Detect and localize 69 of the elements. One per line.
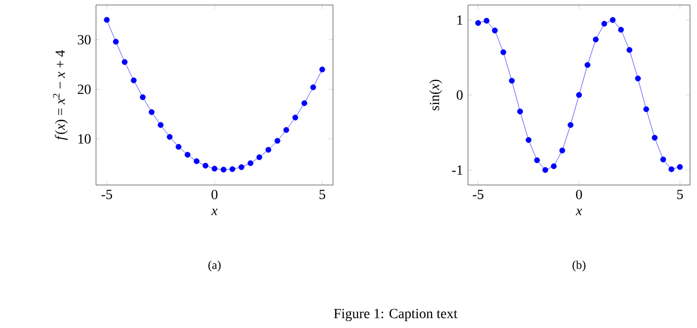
point xyxy=(220,166,226,173)
x-axis-title: x xyxy=(211,208,218,216)
y-axis-title: sin(x) xyxy=(429,80,442,110)
point xyxy=(292,114,298,120)
point xyxy=(319,66,326,72)
y-tick-label: 10 xyxy=(78,134,91,144)
x-tick-label: -5 xyxy=(101,190,112,200)
point xyxy=(484,18,490,24)
point xyxy=(618,26,624,33)
point xyxy=(534,157,540,164)
point xyxy=(601,20,608,27)
point xyxy=(652,134,658,141)
x-axis-title: x xyxy=(576,208,582,216)
y-tick-label: 1 xyxy=(457,15,462,25)
point xyxy=(230,166,236,172)
point xyxy=(194,158,200,164)
point xyxy=(568,122,574,128)
point xyxy=(668,166,674,172)
point xyxy=(517,108,523,114)
point xyxy=(104,16,110,23)
point xyxy=(130,77,137,84)
point xyxy=(166,134,173,140)
x-tick-label: -5 xyxy=(472,190,484,200)
point xyxy=(610,17,616,23)
point xyxy=(500,49,506,56)
text: (a) xyxy=(208,260,221,272)
point xyxy=(576,92,582,98)
x-tick-label: 0 xyxy=(212,190,218,200)
point xyxy=(265,146,272,153)
y-tick-label: 0 xyxy=(456,90,463,100)
point xyxy=(559,148,566,154)
point xyxy=(626,47,632,53)
point xyxy=(542,167,548,173)
point xyxy=(677,164,683,170)
point xyxy=(184,152,190,158)
y-tick-label: 20 xyxy=(78,84,91,94)
text: f(x) = x$^{2}$ − x + 4 xyxy=(53,50,68,140)
point xyxy=(112,38,119,45)
point xyxy=(274,138,280,144)
point xyxy=(508,78,515,84)
point xyxy=(660,156,666,162)
x-tick-label: 5 xyxy=(677,190,683,200)
point xyxy=(158,122,164,128)
point xyxy=(550,163,557,170)
text: (b) xyxy=(572,260,586,272)
point xyxy=(526,137,532,143)
caption: Figure 1: Caption text xyxy=(334,308,458,322)
point xyxy=(212,166,218,172)
point xyxy=(248,160,254,166)
point xyxy=(256,154,262,160)
point xyxy=(301,100,308,106)
point xyxy=(492,28,498,34)
point xyxy=(310,84,316,90)
y-tick-label: -1 xyxy=(452,165,462,175)
point xyxy=(475,20,481,26)
point xyxy=(283,127,290,133)
point xyxy=(148,109,154,115)
point xyxy=(238,164,244,170)
point xyxy=(140,94,146,100)
point xyxy=(202,162,208,169)
point xyxy=(584,62,590,68)
x-tick-label: 5 xyxy=(320,190,326,200)
point xyxy=(643,106,650,112)
point xyxy=(122,59,128,65)
point xyxy=(176,144,182,150)
point xyxy=(592,36,599,42)
y-tick-label: 30 xyxy=(78,34,91,44)
x-tick-label: 0 xyxy=(576,190,582,200)
point xyxy=(635,76,641,82)
